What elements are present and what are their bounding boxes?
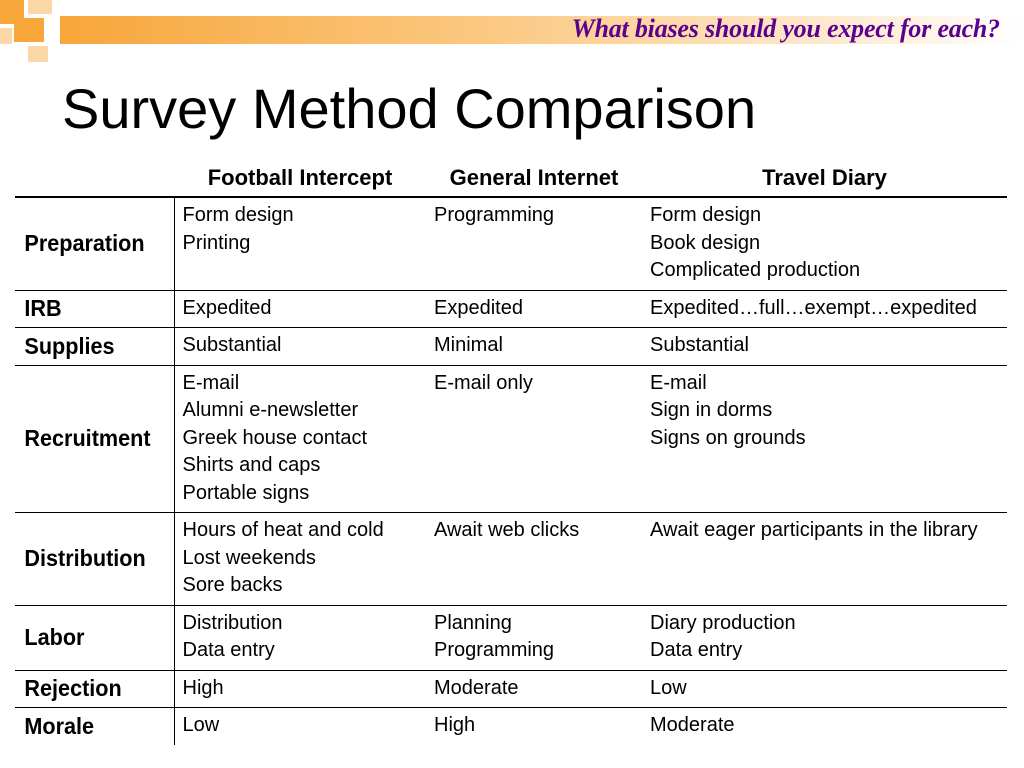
- row-label: Labor: [15, 605, 165, 671]
- table-cell: Hours of heat and cold Lost weekends Sore …: [174, 512, 426, 606]
- cell-line: Expedited…full…exempt…expedited: [650, 296, 977, 319]
- table-cell: Moderate: [426, 670, 642, 708]
- cell-line: Planning: [434, 611, 512, 634]
- table-cell: Planning Programming: [426, 605, 642, 671]
- cell-line: Shirts and caps: [182, 454, 321, 476]
- cell-line: Programming: [434, 204, 555, 226]
- cell-line: Expedited: [434, 296, 523, 319]
- slide-subtitle: What biases should you expect for each?: [571, 14, 1001, 43]
- corner-square-4: [0, 28, 12, 44]
- table-cell: Await web clicks: [426, 512, 642, 606]
- cell-line: Moderate: [650, 714, 735, 736]
- table-cell: Expedited: [174, 290, 426, 328]
- slide-title: Survey Method Comparison: [62, 77, 757, 140]
- corner-square-2: [28, 0, 52, 14]
- cell-line: Substantial: [650, 334, 749, 356]
- cell-line: Alumni e-newsletter: [182, 399, 359, 421]
- corner-square-3: [14, 18, 44, 42]
- cell-line: Complicated production: [650, 259, 861, 281]
- cell-line: Sore backs: [182, 574, 283, 596]
- table-cell: Form design Printing: [174, 197, 426, 291]
- cell-line: Minimal: [434, 334, 503, 356]
- cell-line: Sign in dorms: [650, 399, 773, 421]
- row-label: IRB: [15, 290, 165, 328]
- table-cell: E-mail Sign in dorms Signs on grounds: [642, 365, 1007, 513]
- row-label: Preparation: [15, 197, 165, 291]
- cell-line: Signs on grounds: [650, 426, 806, 449]
- cell-line: Await eager participants in the library: [650, 519, 978, 541]
- table-cell: Form design Book design Complicated produc…: [642, 197, 1007, 291]
- table-cell: High: [426, 708, 642, 745]
- table-cell: E-mail only: [426, 365, 642, 513]
- table-cell: Distribution Data entry: [174, 605, 426, 671]
- table-cell: Expedited: [426, 290, 642, 328]
- table-row: Distribution Hours of heat and cold Lost w…: [15, 512, 1007, 606]
- row-label: Morale: [15, 707, 165, 745]
- table-row: Preparation Form design Printing Programmin…: [15, 197, 1007, 291]
- cell-line: Await web clicks: [434, 519, 580, 541]
- row-label: Recruitment: [15, 365, 165, 513]
- cell-line: Substantial: [182, 334, 282, 356]
- cell-line: Data entry: [182, 639, 275, 661]
- cell-line: High: [434, 714, 476, 736]
- cell-line: Diary production: [650, 611, 796, 634]
- header-gradient-bar: [60, 16, 1024, 44]
- cell-line: Greek house contact: [182, 426, 368, 449]
- table-cell: Diary production Data entry: [642, 605, 1007, 671]
- table-cell: Minimal: [426, 327, 642, 366]
- cell-line: Low: [650, 676, 687, 699]
- cell-line: Data entry: [650, 639, 743, 661]
- row-label: Distribution: [15, 512, 165, 606]
- table-row: Rejection High Moderate Low: [15, 670, 1007, 708]
- table-cell: Await eager participants in the library: [642, 512, 1007, 606]
- comparison-table: Football Intercept General Internet Trav…: [15, 160, 1007, 745]
- row-label: Supplies: [15, 327, 165, 366]
- cell-line: Printing: [182, 231, 251, 254]
- cell-line: Moderate: [434, 676, 519, 699]
- row-label: Rejection: [15, 670, 165, 708]
- cell-line: Programming: [434, 639, 555, 661]
- cell-line: High: [182, 676, 224, 699]
- cell-line: E-mail: [182, 371, 240, 394]
- cell-line: Distribution: [182, 611, 283, 634]
- table-cell: Substantial: [174, 327, 426, 366]
- cell-line: Lost weekends: [182, 546, 316, 569]
- table-cell: Expedited…full…exempt…expedited: [642, 290, 1007, 328]
- corner-square-5: [28, 46, 48, 62]
- cell-line: Expedited: [182, 296, 272, 319]
- table-cell: Moderate: [642, 708, 1007, 745]
- column-header-football-intercept: Football Intercept: [174, 160, 426, 198]
- column-header-travel-diary: Travel Diary: [642, 160, 1007, 198]
- cell-line: Form design: [650, 204, 762, 226]
- cell-line: Portable signs: [182, 481, 310, 504]
- cell-line: Form design: [182, 204, 294, 226]
- table-row: Morale Low High Moderate: [15, 707, 1007, 745]
- table-cell: Low: [642, 670, 1007, 708]
- table-cell: Substantial: [642, 327, 1007, 366]
- table-cell: Programming: [426, 197, 642, 291]
- column-header-general-internet: General Internet: [426, 160, 642, 198]
- column-header-blank: [15, 160, 174, 198]
- table-row: Recruitment E-mail Alumni e-newsletter Gree…: [15, 365, 1007, 513]
- table-row: IRB Expedited Expedited Expedited…full…exem…: [15, 290, 1007, 328]
- table-header-row: Football Intercept General Internet Trav…: [15, 160, 1007, 198]
- table-row: Labor Distribution Data entry Planning Progr…: [15, 605, 1007, 671]
- table-cell: E-mail Alumni e-newsletter Greek house con…: [174, 365, 426, 513]
- cell-line: Book design: [650, 231, 761, 254]
- table-cell: High: [174, 670, 426, 708]
- cell-line: Low: [182, 714, 220, 736]
- table-row: Supplies Substantial Minimal Substantial: [15, 327, 1007, 366]
- cell-line: E-mail only: [434, 371, 533, 394]
- cell-line: Hours of heat and cold: [182, 519, 384, 541]
- cell-line: E-mail: [650, 371, 707, 394]
- table-cell: Low: [174, 708, 426, 745]
